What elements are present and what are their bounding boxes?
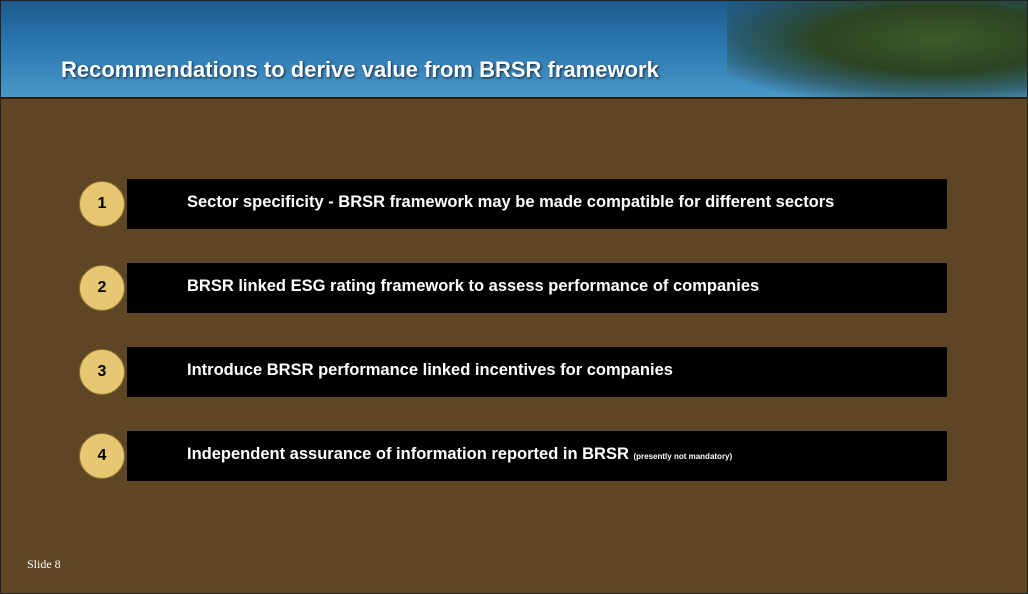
banner	[1, 1, 1027, 99]
item-label: Independent assurance of information rep…	[187, 445, 629, 463]
item-note: (presently not mandatory)	[633, 452, 733, 461]
item-bar: Introduce BRSR performance linked incent…	[127, 347, 947, 397]
item-label: Sector specificity - BRSR framework may …	[187, 193, 835, 211]
item-text: Introduce BRSR performance linked incent…	[187, 361, 673, 380]
item-bar: BRSR linked ESG rating framework to asse…	[127, 263, 947, 313]
item-number: 2	[79, 265, 125, 311]
item-label: Introduce BRSR performance linked incent…	[187, 361, 673, 379]
item-number: 4	[79, 433, 125, 479]
item-label: BRSR linked ESG rating framework to asse…	[187, 277, 760, 295]
item-number: 3	[79, 349, 125, 395]
item-bar: Sector specificity - BRSR framework may …	[127, 179, 947, 229]
banner-image	[727, 1, 1027, 97]
item-number: 1	[79, 181, 125, 227]
item-text: Sector specificity - BRSR framework may …	[187, 193, 834, 212]
slide-number: Slide 8	[27, 557, 61, 571]
slide-title: Recommendations to derive value from BRS…	[61, 57, 659, 82]
item-bar: Independent assurance of information rep…	[127, 431, 947, 481]
item-text: BRSR linked ESG rating framework to asse…	[187, 277, 759, 296]
item-text: Independent assurance of information rep…	[187, 445, 732, 464]
